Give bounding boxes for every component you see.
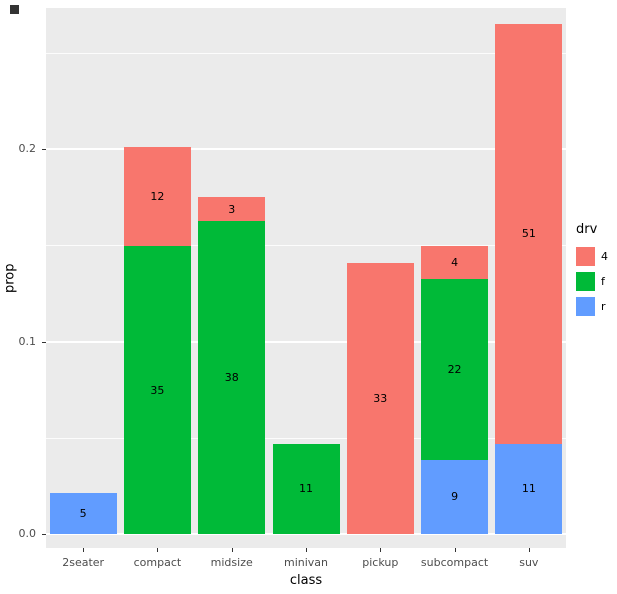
legend-key-swatch [576,247,595,266]
x-tick-mark [380,548,382,552]
bar-value-label: 38 [224,371,239,385]
legend-entry-r: r [576,297,608,316]
bar-segment-suv-drv-4: 51 [495,23,563,444]
x-tick-label-pickup: pickup [362,556,399,569]
legend-entry-label: f [601,275,605,288]
bar-segment-midsize-drv-f: 38 [198,221,266,534]
y-tick-label: 0.2 [18,142,37,155]
x-tick-label-suv: suv [519,556,539,569]
bar-segment-midsize-drv-4: 3 [198,196,266,222]
bar-value-label: 11 [521,482,536,496]
x-tick-mark [306,548,307,552]
bar-value-label: 12 [150,190,165,204]
x-tick-label-minivan: minivan [283,556,329,569]
y-tick-label: 0.1 [18,334,37,348]
legend-title: drv [576,222,598,237]
bar-value-label: 11 [299,482,313,496]
bar-value-label: 22 [447,362,462,376]
bar-value-label: 35 [150,383,165,397]
major-gridline [46,340,566,343]
bar-value-label: 3 [228,202,236,216]
x-tick-mark [83,548,85,552]
bar-segment-subcompact-drv-f: 22 [421,279,489,460]
y-tick-label: 0.0 [18,527,37,540]
x-tick-label-midsize: midsize [210,556,253,569]
major-gridline [46,533,566,535]
legend-key-swatch [576,297,595,316]
legend-key-swatch [576,272,595,291]
bar-segment-compact-drv-4: 12 [123,147,191,247]
legend-entry-f: f [576,272,608,291]
x-tick-mark [454,548,456,552]
x-tick-label-compact: compact [133,556,182,569]
legend-entry-label: r [601,300,606,313]
x-tick-label-2seater: 2seater [62,556,105,569]
bar-value-label: 4 [451,256,459,270]
plot-panel: 5 35 12 38 3 11 33 9 22 4 11 51 [46,8,566,548]
bar-segment-minivan-drv-f: 11 [272,443,340,534]
bar-segment-subcompact-drv-r: 9 [421,459,489,534]
major-gridline [46,148,566,150]
bar-segment-2seater-drv-r: 5 [49,492,117,534]
bar-value-label: 51 [521,227,536,241]
x-tick-mark [157,548,159,552]
y-tick-mark [42,534,46,535]
minor-gridline [46,437,566,439]
y-axis: 0.0 0.1 0.2 [0,8,46,548]
x-tick-mark [528,548,530,552]
bar-value-label: 33 [373,391,388,405]
x-axis-title: class [289,573,323,588]
x-tick-label-subcompact: subcompact [420,556,489,569]
x-tick-mark [231,548,233,552]
bar-value-label: 5 [79,506,87,520]
y-tick-mark [42,149,46,150]
bar-segment-suv-drv-r: 11 [495,443,563,534]
x-axis: 2seater compact midsize minivan pickup subcom… [46,548,566,572]
window-corner-artifact [10,5,19,14]
bar-segment-pickup-drv-4: 33 [346,262,414,534]
bar-segment-compact-drv-f: 35 [123,246,191,534]
legend-entry-4: 4 [576,247,608,266]
legend-entry-label: 4 [601,250,608,263]
y-tick-mark [42,341,46,343]
minor-gridline [46,245,566,247]
bar-segment-subcompact-drv-4: 4 [421,246,489,279]
bar-value-label: 9 [451,490,459,504]
minor-gridline [46,52,566,54]
